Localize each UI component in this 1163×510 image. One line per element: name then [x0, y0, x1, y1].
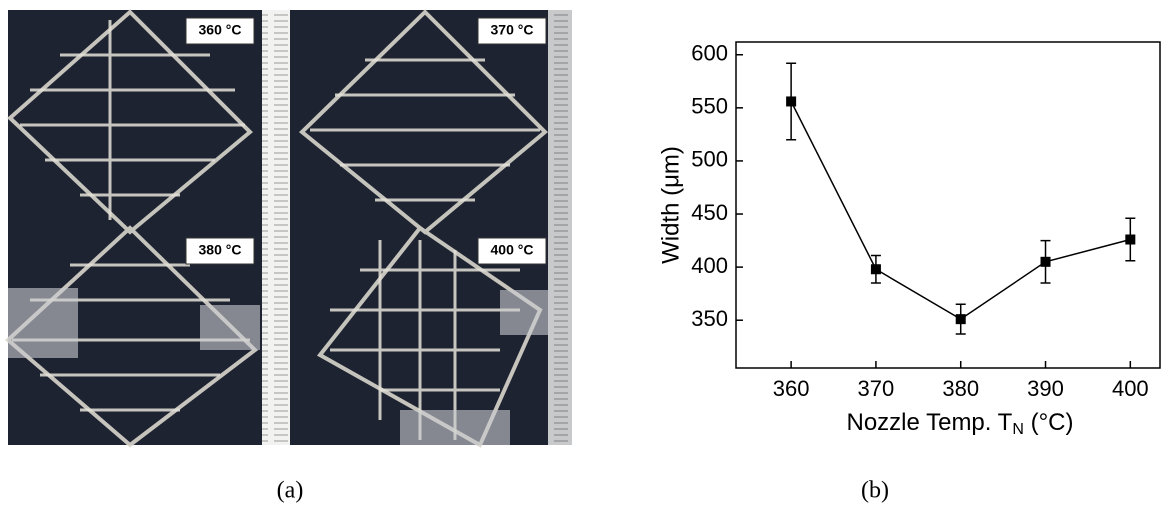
caption: (b) — [861, 478, 889, 504]
x-label-sub: N — [1012, 421, 1024, 438]
y-tick-label: 550 — [691, 94, 728, 119]
photo: 360 °C 370 °C 380 °C 400 °C — [8, 10, 572, 445]
data-point — [1041, 257, 1051, 267]
plot-frame — [736, 42, 1160, 368]
x-tick-label: 400 — [1112, 376, 1149, 401]
photo-label: 380 °C — [199, 242, 242, 258]
data-line — [791, 101, 1130, 319]
x-tick-label: 370 — [858, 376, 895, 401]
y-axis-label: Width (μm) — [657, 146, 684, 264]
y-tick-label: 400 — [691, 253, 728, 278]
x-label-part: Nozzle Temp. T — [847, 409, 1013, 436]
data-point — [956, 314, 966, 324]
y-tick-label: 600 — [691, 41, 728, 66]
x-tick-label: 360 — [773, 376, 810, 401]
x-axis-label: Nozzle Temp. TN (°C) — [847, 409, 1074, 438]
x-tick-label: 380 — [942, 376, 979, 401]
photo-label: 360 °C — [199, 22, 242, 38]
data-point — [871, 264, 881, 274]
figure: 360 °C 370 °C 380 °C 400 °C (a) (b) Widt… — [0, 0, 1163, 510]
caption: (a) — [277, 478, 304, 504]
data-point — [1125, 235, 1135, 245]
data-point — [786, 96, 796, 106]
y-tick-label: 350 — [691, 306, 728, 331]
y-tick-label: 500 — [691, 147, 728, 172]
photo-label: 370 °C — [491, 22, 534, 38]
photo-label: 400 °C — [491, 242, 534, 258]
x-label-part: (°C) — [1024, 409, 1074, 436]
x-tick-label: 390 — [1027, 376, 1064, 401]
y-tick-label: 450 — [691, 200, 728, 225]
